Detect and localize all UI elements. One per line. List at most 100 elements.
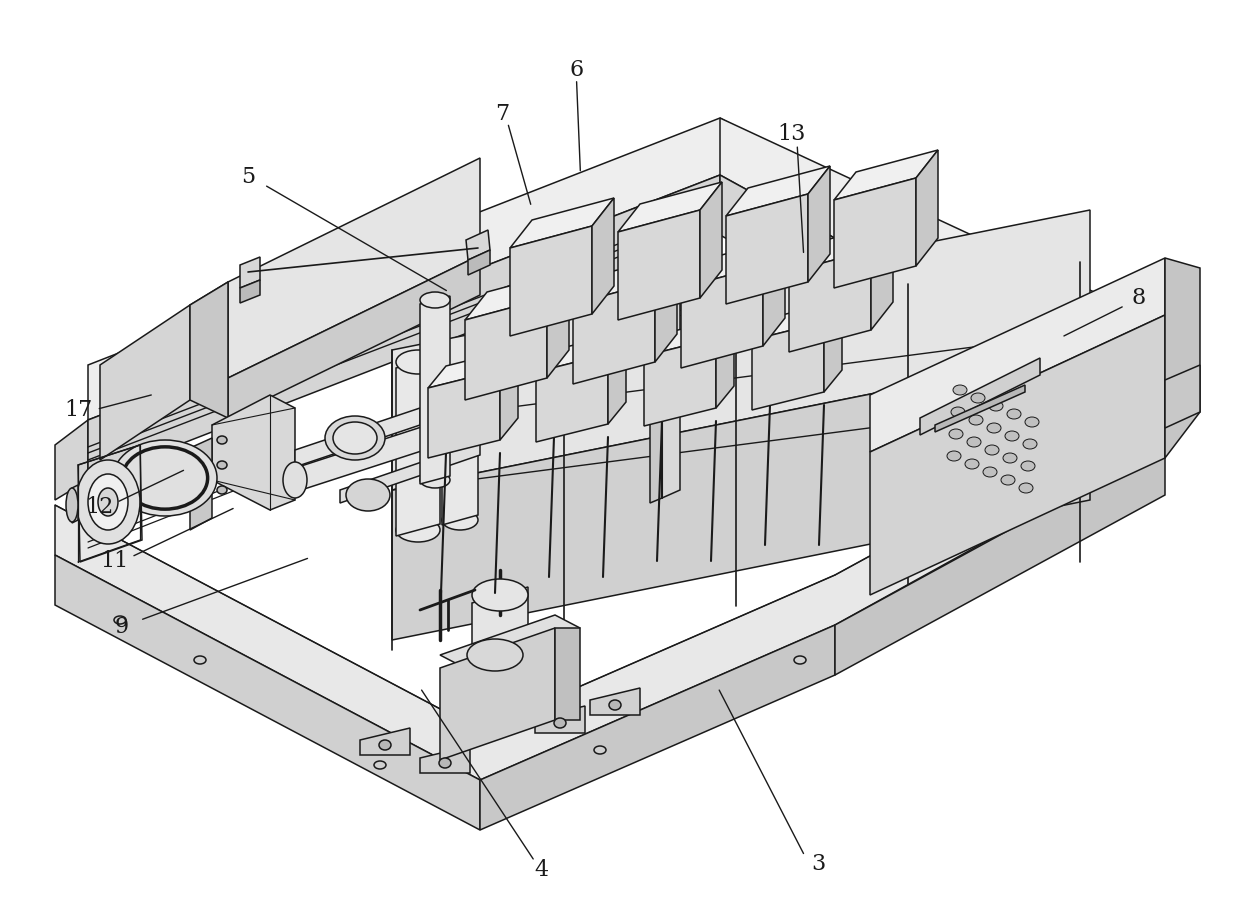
Polygon shape [808, 166, 830, 282]
Text: 13: 13 [777, 123, 805, 145]
Polygon shape [55, 420, 88, 500]
Ellipse shape [217, 461, 227, 469]
Polygon shape [644, 316, 734, 356]
Polygon shape [825, 300, 842, 392]
Ellipse shape [1019, 483, 1033, 493]
Ellipse shape [947, 451, 961, 461]
Polygon shape [510, 226, 591, 336]
Ellipse shape [66, 488, 78, 522]
Polygon shape [681, 238, 785, 288]
Polygon shape [392, 210, 1090, 490]
Ellipse shape [283, 462, 308, 498]
Polygon shape [500, 348, 518, 440]
Ellipse shape [472, 684, 528, 716]
Polygon shape [573, 282, 655, 384]
Polygon shape [590, 688, 640, 715]
Polygon shape [870, 258, 1166, 452]
Text: 9: 9 [114, 616, 129, 637]
Polygon shape [618, 210, 701, 320]
Ellipse shape [88, 474, 128, 530]
Polygon shape [510, 198, 614, 248]
Ellipse shape [594, 746, 606, 754]
Polygon shape [789, 222, 893, 272]
Polygon shape [1166, 258, 1200, 458]
Polygon shape [591, 198, 614, 314]
Polygon shape [720, 175, 1166, 455]
Polygon shape [392, 350, 1090, 640]
Text: 8: 8 [1131, 287, 1146, 309]
Polygon shape [534, 706, 585, 733]
Ellipse shape [609, 700, 621, 710]
Polygon shape [295, 408, 480, 492]
Polygon shape [428, 348, 518, 388]
Ellipse shape [379, 740, 391, 750]
Ellipse shape [794, 656, 806, 664]
Polygon shape [870, 222, 893, 330]
Text: 5: 5 [241, 166, 255, 188]
Polygon shape [100, 305, 190, 460]
Polygon shape [88, 118, 1120, 420]
Ellipse shape [374, 761, 386, 769]
Polygon shape [536, 354, 608, 442]
Ellipse shape [98, 488, 118, 516]
Polygon shape [190, 438, 212, 530]
Polygon shape [701, 182, 722, 298]
Polygon shape [420, 746, 470, 773]
Ellipse shape [1021, 461, 1035, 471]
Polygon shape [681, 266, 763, 368]
Polygon shape [618, 182, 722, 232]
Polygon shape [573, 254, 677, 304]
Polygon shape [228, 158, 480, 378]
Polygon shape [190, 282, 228, 418]
Ellipse shape [467, 402, 492, 438]
Ellipse shape [1003, 453, 1017, 463]
Polygon shape [935, 385, 1025, 432]
Ellipse shape [396, 350, 440, 374]
Ellipse shape [472, 579, 528, 611]
Ellipse shape [971, 393, 985, 403]
Polygon shape [835, 445, 1166, 675]
Polygon shape [835, 150, 937, 200]
Polygon shape [113, 466, 196, 490]
Ellipse shape [1004, 431, 1019, 441]
Ellipse shape [954, 385, 967, 395]
Ellipse shape [217, 436, 227, 444]
Ellipse shape [114, 616, 126, 624]
Ellipse shape [1023, 439, 1037, 449]
Ellipse shape [1025, 417, 1039, 427]
Polygon shape [1120, 325, 1166, 455]
Text: 6: 6 [569, 59, 584, 81]
Ellipse shape [193, 656, 206, 664]
Polygon shape [228, 255, 480, 418]
Text: 7: 7 [495, 103, 510, 124]
Polygon shape [763, 238, 785, 346]
Polygon shape [212, 395, 295, 510]
Polygon shape [72, 485, 78, 523]
Polygon shape [420, 296, 450, 484]
Polygon shape [870, 315, 1166, 595]
Polygon shape [536, 332, 626, 372]
Text: 11: 11 [100, 550, 128, 572]
Polygon shape [440, 615, 580, 668]
Polygon shape [547, 270, 569, 378]
Ellipse shape [76, 460, 140, 544]
Ellipse shape [420, 472, 450, 488]
Ellipse shape [439, 758, 451, 768]
Ellipse shape [325, 416, 384, 460]
Polygon shape [440, 628, 556, 760]
Polygon shape [55, 555, 480, 830]
Polygon shape [241, 280, 260, 303]
Ellipse shape [1001, 475, 1016, 485]
Ellipse shape [441, 372, 477, 392]
Text: 17: 17 [64, 400, 92, 421]
Polygon shape [751, 322, 825, 410]
Polygon shape [340, 442, 480, 503]
Polygon shape [644, 338, 715, 426]
Polygon shape [295, 408, 420, 467]
Ellipse shape [467, 639, 523, 671]
Text: 3: 3 [811, 854, 826, 875]
Ellipse shape [967, 437, 981, 447]
Polygon shape [608, 332, 626, 424]
Polygon shape [650, 280, 662, 503]
Ellipse shape [990, 401, 1003, 411]
